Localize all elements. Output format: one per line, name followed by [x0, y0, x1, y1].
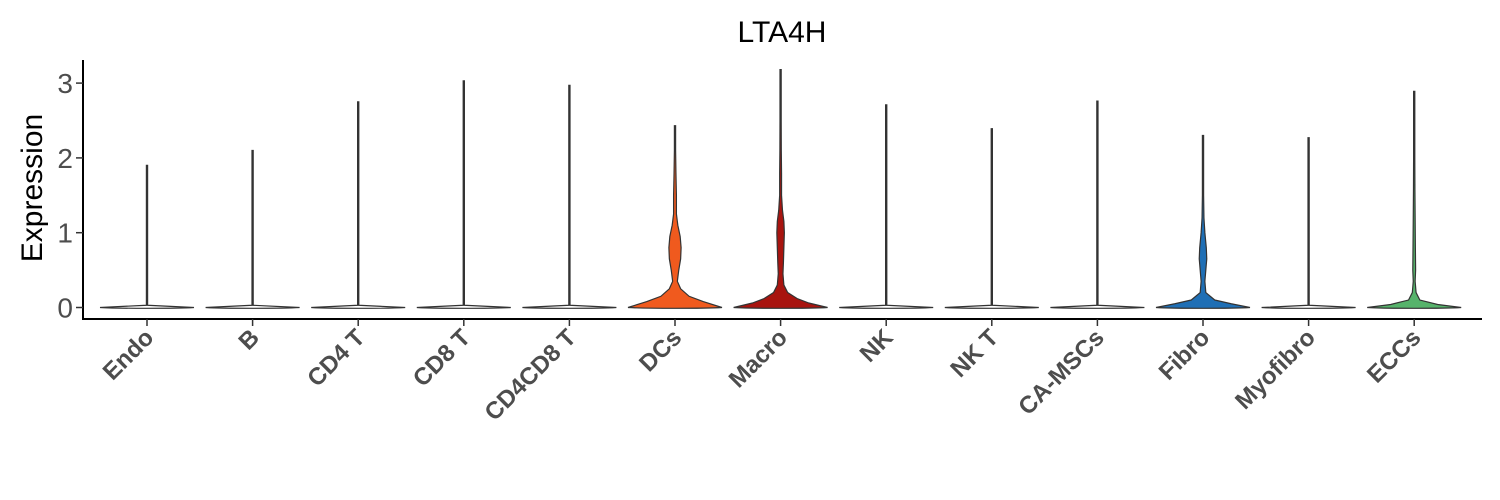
y-axis-label: Expression	[16, 114, 49, 262]
y-axis-ticks: 0 1 2 3	[57, 68, 83, 324]
x-tick-label-b: B	[233, 324, 264, 355]
violin-ca-mscs	[1050, 100, 1145, 309]
violin-cd8-t	[416, 80, 511, 309]
violin-nk	[839, 104, 934, 309]
x-tick-label-cd4cd8-t: CD4CD8 T	[480, 324, 582, 426]
y-tick-label-2: 2	[57, 143, 73, 174]
violin-macro	[733, 69, 828, 309]
chart-title: LTA4H	[738, 16, 827, 49]
x-tick-label-endo: Endo	[98, 324, 160, 386]
violin-endo	[99, 164, 195, 309]
violin-eccs	[1367, 90, 1462, 309]
x-tick-label-myofibro: Myofibro	[1230, 324, 1321, 415]
violin-layer	[99, 69, 1462, 309]
y-tick-label-3: 3	[57, 68, 73, 99]
x-tick-label-nk: NK	[855, 324, 899, 368]
y-tick-label-0: 0	[57, 293, 73, 324]
violin-nk-t	[944, 128, 1039, 309]
x-tick-label-ca-mscs: CA-MSCs	[1013, 324, 1109, 420]
x-tick-label-cd8-t: CD8 T	[408, 324, 476, 392]
x-tick-label-eccs: ECCs	[1362, 324, 1426, 388]
violin-myofibro	[1261, 137, 1356, 309]
violin-cd4-t	[311, 101, 406, 309]
x-tick-label-cd4-t: CD4 T	[302, 324, 370, 392]
x-tick-label-macro: Macro	[724, 324, 793, 393]
x-tick-label-fibro: Fibro	[1154, 324, 1216, 386]
x-tick-label-dcs: DCs	[634, 324, 687, 377]
x-tick-label-nk-t: NK T	[945, 324, 1004, 383]
violin-dcs	[627, 125, 723, 309]
violin-fibro	[1155, 134, 1251, 309]
violin-cd4cd8-t	[522, 84, 617, 309]
violin-b	[205, 149, 300, 309]
x-axis-ticks: Endo B CD4 T CD8 T CD4CD8 T DCs Macro NK NK T CA-…	[98, 319, 1426, 426]
y-tick-label-1: 1	[57, 218, 73, 249]
